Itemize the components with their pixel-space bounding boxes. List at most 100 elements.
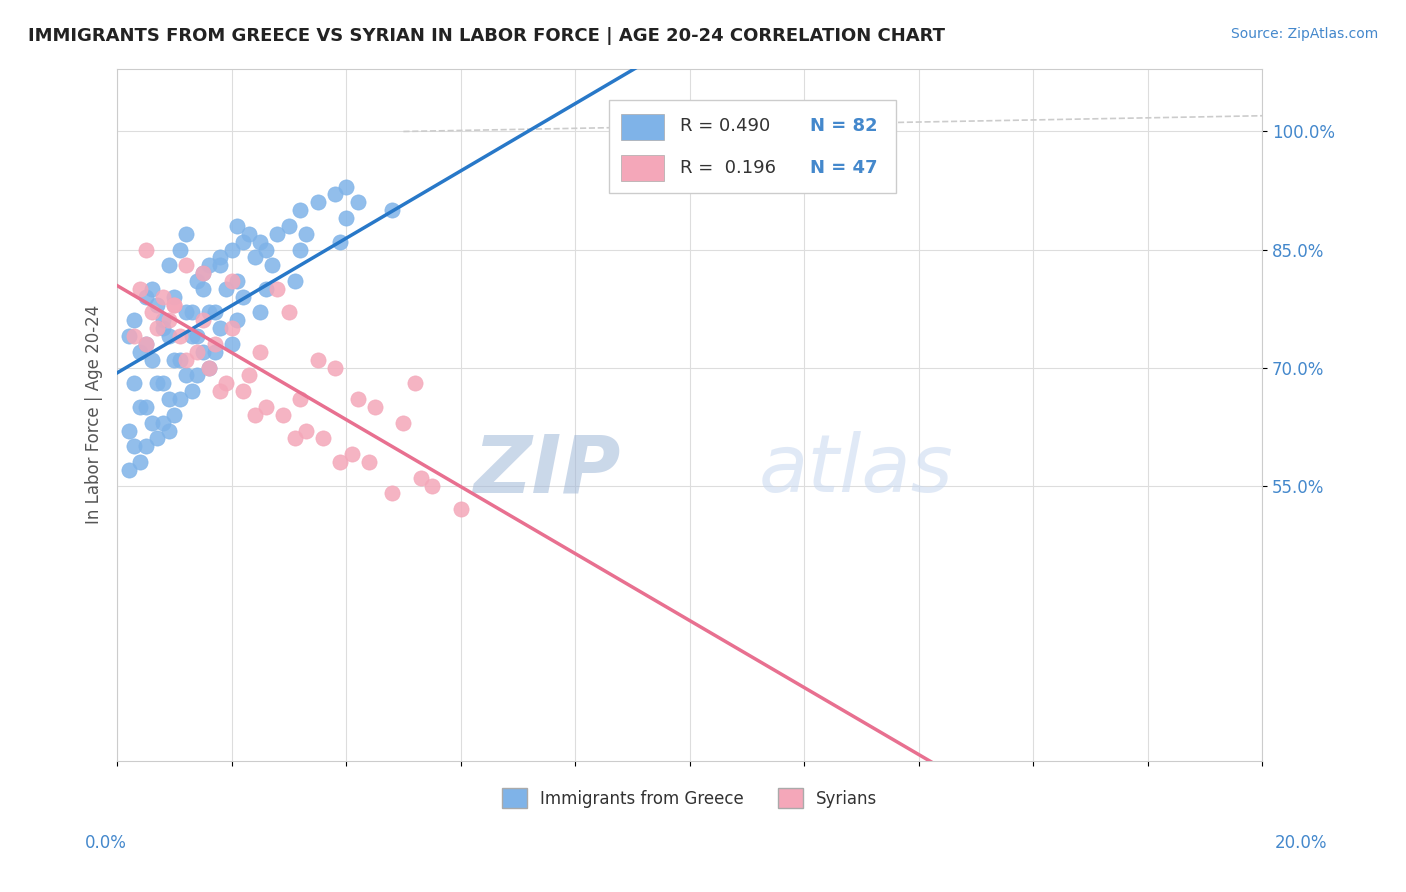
Point [186,274,208,288]
Point [186,368,208,383]
Point [197,360,219,375]
Point [266,227,288,241]
Point [146,376,169,391]
Point [163,298,186,312]
Point [135,400,157,414]
Text: ZIP: ZIP [474,431,621,509]
Point [197,305,219,319]
Point [209,321,232,335]
Point [209,258,232,272]
Point [157,392,180,406]
Point [117,463,139,477]
Point [124,439,146,453]
Point [249,305,271,319]
Point [124,376,146,391]
Point [174,368,197,383]
Point [793,124,815,138]
Point [226,274,249,288]
Point [174,258,197,272]
Point [141,352,163,367]
Text: N = 82: N = 82 [810,117,877,135]
Point [141,416,163,430]
Point [169,392,191,406]
Point [323,360,346,375]
Point [152,290,174,304]
FancyBboxPatch shape [609,100,896,194]
Point [277,305,299,319]
Point [174,352,197,367]
Point [254,282,277,296]
Point [124,313,146,327]
Point [221,321,243,335]
Point [335,179,357,194]
Point [197,258,219,272]
Point [204,344,226,359]
Point [404,376,426,391]
Point [381,486,404,500]
Point [271,408,294,422]
Point [284,274,307,288]
Point [243,408,266,422]
Point [191,266,214,280]
Point [186,344,208,359]
Point [163,352,186,367]
Point [157,329,180,343]
Point [254,400,277,414]
Point [221,274,243,288]
Point [191,266,214,280]
Point [146,321,169,335]
Point [191,344,214,359]
Point [340,447,363,461]
Text: atlas: atlas [758,431,953,509]
Point [392,416,415,430]
Point [238,227,260,241]
Point [186,329,208,343]
Point [290,203,312,218]
Point [409,471,432,485]
Point [146,298,169,312]
Point [295,227,318,241]
Point [129,282,152,296]
Text: IMMIGRANTS FROM GREECE VS SYRIAN IN LABOR FORCE | AGE 20-24 CORRELATION CHART: IMMIGRANTS FROM GREECE VS SYRIAN IN LABO… [28,27,945,45]
Point [323,187,346,202]
Point [346,195,368,210]
Point [249,344,271,359]
Point [295,424,318,438]
FancyBboxPatch shape [621,113,665,140]
Point [191,282,214,296]
Point [226,313,249,327]
Point [169,243,191,257]
Point [152,376,174,391]
Point [249,235,271,249]
Point [180,305,202,319]
Point [141,282,163,296]
Point [307,195,329,210]
Point [169,352,191,367]
Point [163,290,186,304]
Point [180,329,202,343]
Point [243,251,266,265]
Text: R =  0.196: R = 0.196 [681,159,776,177]
Point [157,258,180,272]
Text: R = 0.490: R = 0.490 [681,117,770,135]
FancyBboxPatch shape [621,155,665,181]
Point [312,431,335,445]
Point [169,329,191,343]
Point [163,298,186,312]
Point [129,400,152,414]
Point [174,305,197,319]
Point [290,392,312,406]
Point [221,337,243,351]
Point [221,243,243,257]
Point [232,384,254,399]
Point [346,392,368,406]
Point [117,424,139,438]
Point [215,376,238,391]
Point [197,360,219,375]
Legend: Immigrants from Greece, Syrians: Immigrants from Greece, Syrians [495,781,884,815]
Point [420,478,443,492]
Text: 20.0%: 20.0% [1274,834,1327,852]
Point [232,235,254,249]
Point [135,337,157,351]
Point [135,337,157,351]
